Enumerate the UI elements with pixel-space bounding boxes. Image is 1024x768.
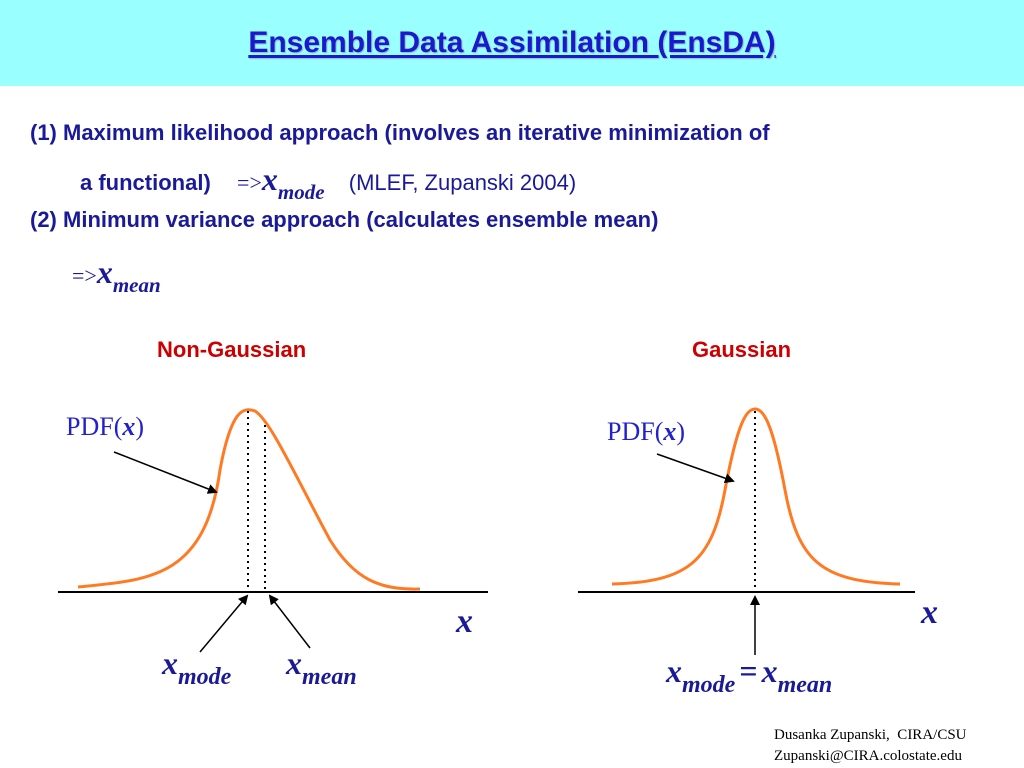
right-axis-x-label: x <box>921 594 938 631</box>
left-pdf-curve <box>77 408 421 591</box>
left-pdf-pointer-arrow <box>113 451 218 494</box>
left-mean-label: xmean <box>286 645 357 690</box>
left-mean-var: x <box>286 645 302 681</box>
bullet-1-reference: (MLEF, Zupanski 2004) <box>348 170 577 195</box>
bullet-1-line-2: a functional) =>xmode (MLEF, Zupanski 20… <box>80 161 577 204</box>
left-mean-pointer-arrow <box>268 594 311 649</box>
author-footer: Dusanka Zupanski, CIRA/CSU Zupanski@CIRA.… <box>774 725 967 767</box>
bullet-1-line-1: (1) Maximum likelihood approach (involve… <box>30 120 770 145</box>
right-mode-equals-mean-label: xmode = xmean <box>666 653 832 698</box>
footer-author: Dusanka Zupanski, CIRA/CSU <box>774 727 967 743</box>
footer-email: Zupanski@CIRA.colostate.edu <box>774 748 962 764</box>
left-mode-pointer-arrow <box>199 594 249 653</box>
left-mean-sub: mean <box>302 664 357 690</box>
left-mode-var: x <box>162 645 178 681</box>
left-axis-x-label: x <box>456 603 473 640</box>
gaussian-title: Gaussian <box>692 337 792 362</box>
left-pdf-label-var: x <box>122 412 136 441</box>
bullet-1-functional-text: a functional) <box>80 170 211 195</box>
right-mean-var: x <box>761 653 778 689</box>
right-pdf-pointer-arrow <box>656 453 735 484</box>
bullet-2-mean-sub: mean <box>112 273 161 297</box>
right-equals-sign: = <box>739 653 758 689</box>
bullet-2-result: =>xmean <box>72 254 161 297</box>
bullet-2-x-var: x <box>96 254 113 290</box>
right-pdf-label-suffix: ) <box>676 417 686 446</box>
bullet-1-mode-sub: mode <box>277 180 325 204</box>
slide-title: Ensemble Data Assimilation (EnsDA) <box>248 26 776 59</box>
left-pdf-label: PDF(x) <box>66 412 144 442</box>
right-mode-sub: mode <box>682 672 736 698</box>
right-pdf-curve <box>611 407 901 586</box>
left-pdf-label-suffix: ) <box>135 412 145 441</box>
right-mode-var: x <box>666 653 682 689</box>
left-pdf-label-prefix: PDF( <box>66 412 123 441</box>
left-mode-sub: mode <box>178 664 232 690</box>
bullet-2-line-1: (2) Minimum variance approach (calculate… <box>30 207 659 232</box>
non-gaussian-title: Non-Gaussian <box>157 337 307 362</box>
right-pdf-label: PDF(x) <box>607 417 685 447</box>
right-pdf-label-var: x <box>663 417 677 446</box>
right-pdf-label-prefix: PDF( <box>607 417 664 446</box>
right-mean-sub: mean <box>777 672 833 698</box>
title-band <box>0 0 1024 86</box>
bullet-1-x-var: x <box>261 161 278 197</box>
bullet-2-arrow: => <box>72 263 97 288</box>
bullet-1-arrow: => <box>237 170 262 195</box>
left-mode-label: xmode <box>162 645 231 690</box>
